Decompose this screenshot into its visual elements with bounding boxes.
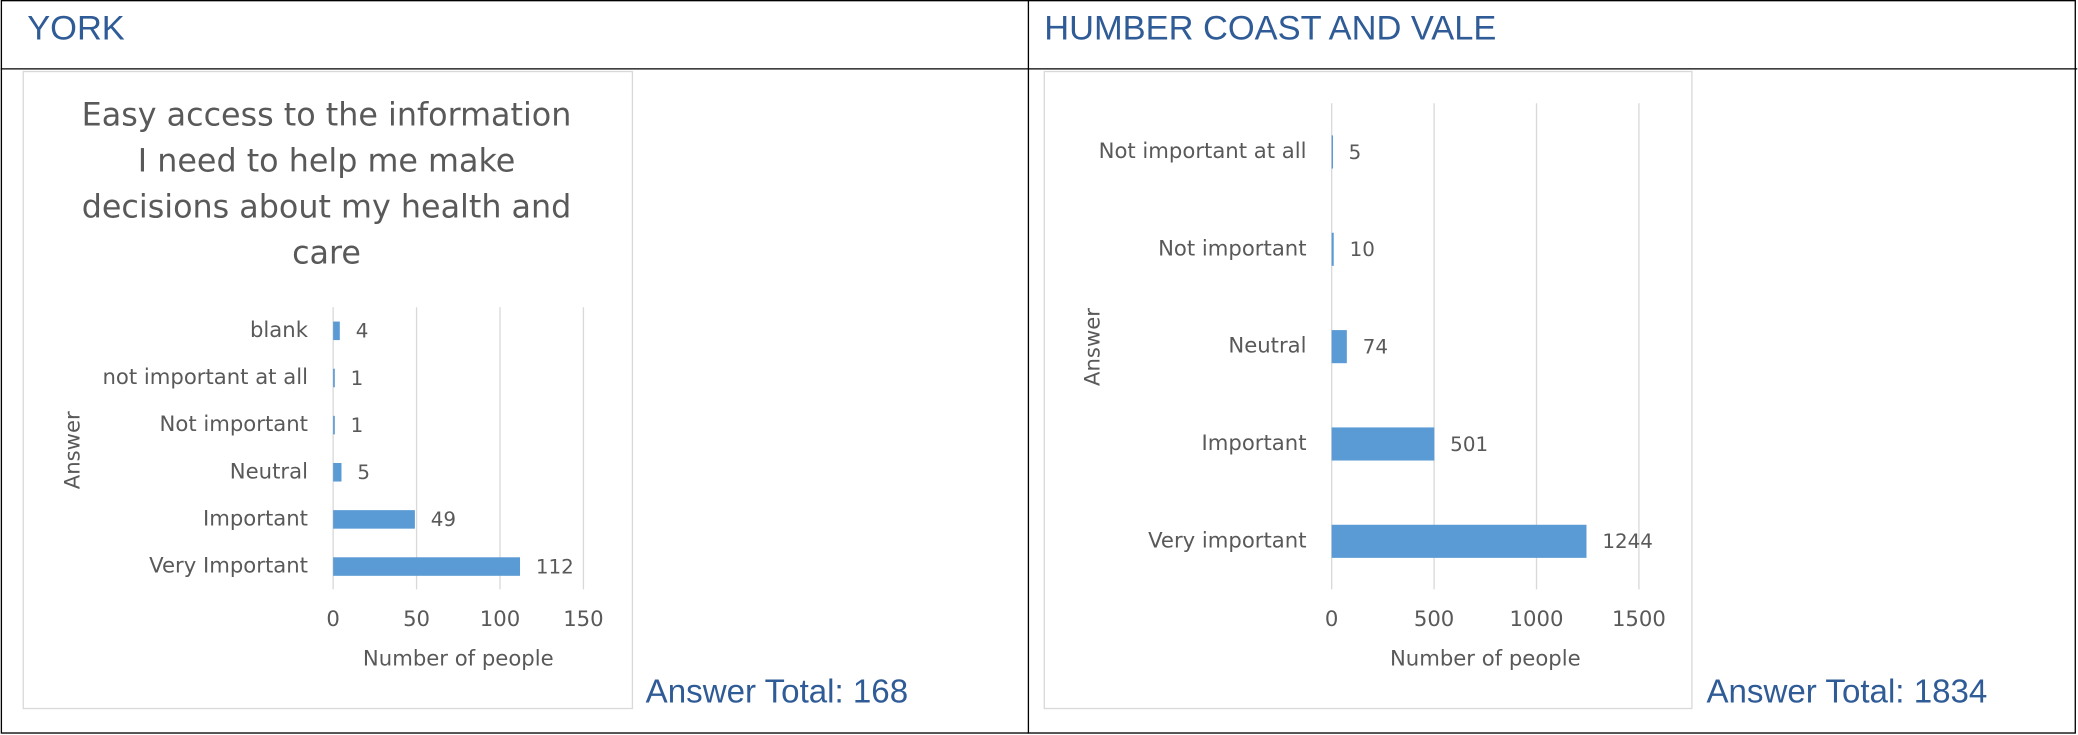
y-tick-label: Not important xyxy=(160,411,308,436)
y-axis-label: Answer xyxy=(1079,308,1104,386)
bar xyxy=(1331,135,1333,169)
value-label: 4 xyxy=(356,320,369,343)
bar xyxy=(333,415,335,435)
chart-title: I need to help me make xyxy=(138,143,516,179)
x-tick-label: 1500 xyxy=(1612,606,1666,631)
chart-frame xyxy=(1043,70,1693,710)
y-tick-label: Neutral xyxy=(230,458,308,483)
y-tick-label: Neutral xyxy=(1228,333,1306,358)
x-tick-label: 1000 xyxy=(1510,606,1564,631)
bar xyxy=(1331,232,1334,266)
value-label: 1244 xyxy=(1602,530,1653,553)
bar xyxy=(1331,427,1435,461)
value-label: 5 xyxy=(357,461,370,484)
chart-title: Easy access to the information xyxy=(82,98,572,134)
y-tick-label: Important xyxy=(1202,430,1307,455)
bar xyxy=(333,462,342,482)
y-tick-label: blank xyxy=(250,317,309,342)
y-tick-label: Important xyxy=(203,505,308,530)
y-tick-label: Not important at all xyxy=(1099,138,1307,163)
bar xyxy=(333,368,335,388)
x-tick-label: 50 xyxy=(403,606,430,631)
y-tick-label: not important at all xyxy=(102,364,307,389)
x-axis-label: Number of people xyxy=(363,646,554,671)
x-tick-label: 0 xyxy=(1325,606,1338,631)
x-tick-label: 150 xyxy=(563,606,603,631)
bar xyxy=(333,557,521,576)
answer-total: Answer Total: 1834 xyxy=(1706,674,1987,711)
bar xyxy=(1331,330,1347,364)
bar xyxy=(333,321,340,341)
chart-title: care xyxy=(292,235,361,271)
y-axis-label: Answer xyxy=(60,411,85,489)
value-label: 10 xyxy=(1350,238,1375,261)
answer-total: Answer Total: 168 xyxy=(646,674,908,711)
chart-title: decisions about my health and xyxy=(82,189,572,225)
bar xyxy=(333,510,415,529)
value-label: 1 xyxy=(351,414,364,437)
x-tick-label: 0 xyxy=(326,606,339,631)
region-heading: YORK xyxy=(27,10,125,48)
value-label: 49 xyxy=(431,508,456,531)
x-tick-label: 500 xyxy=(1414,606,1454,631)
value-label: 112 xyxy=(536,555,574,578)
x-axis-label: Number of people xyxy=(1390,646,1581,671)
value-label: 74 xyxy=(1363,335,1388,358)
y-tick-label: Very important xyxy=(1148,527,1306,552)
x-tick-label: 100 xyxy=(480,606,520,631)
y-tick-label: Not important xyxy=(1158,235,1306,260)
value-label: 501 xyxy=(1450,433,1488,456)
chart-frame xyxy=(22,70,634,710)
region-heading: HUMBER COAST AND VALE xyxy=(1044,10,1496,48)
value-label: 1 xyxy=(351,367,364,390)
value-label: 5 xyxy=(1349,141,1362,164)
bar xyxy=(1331,524,1587,558)
y-tick-label: Very Important xyxy=(149,553,308,578)
